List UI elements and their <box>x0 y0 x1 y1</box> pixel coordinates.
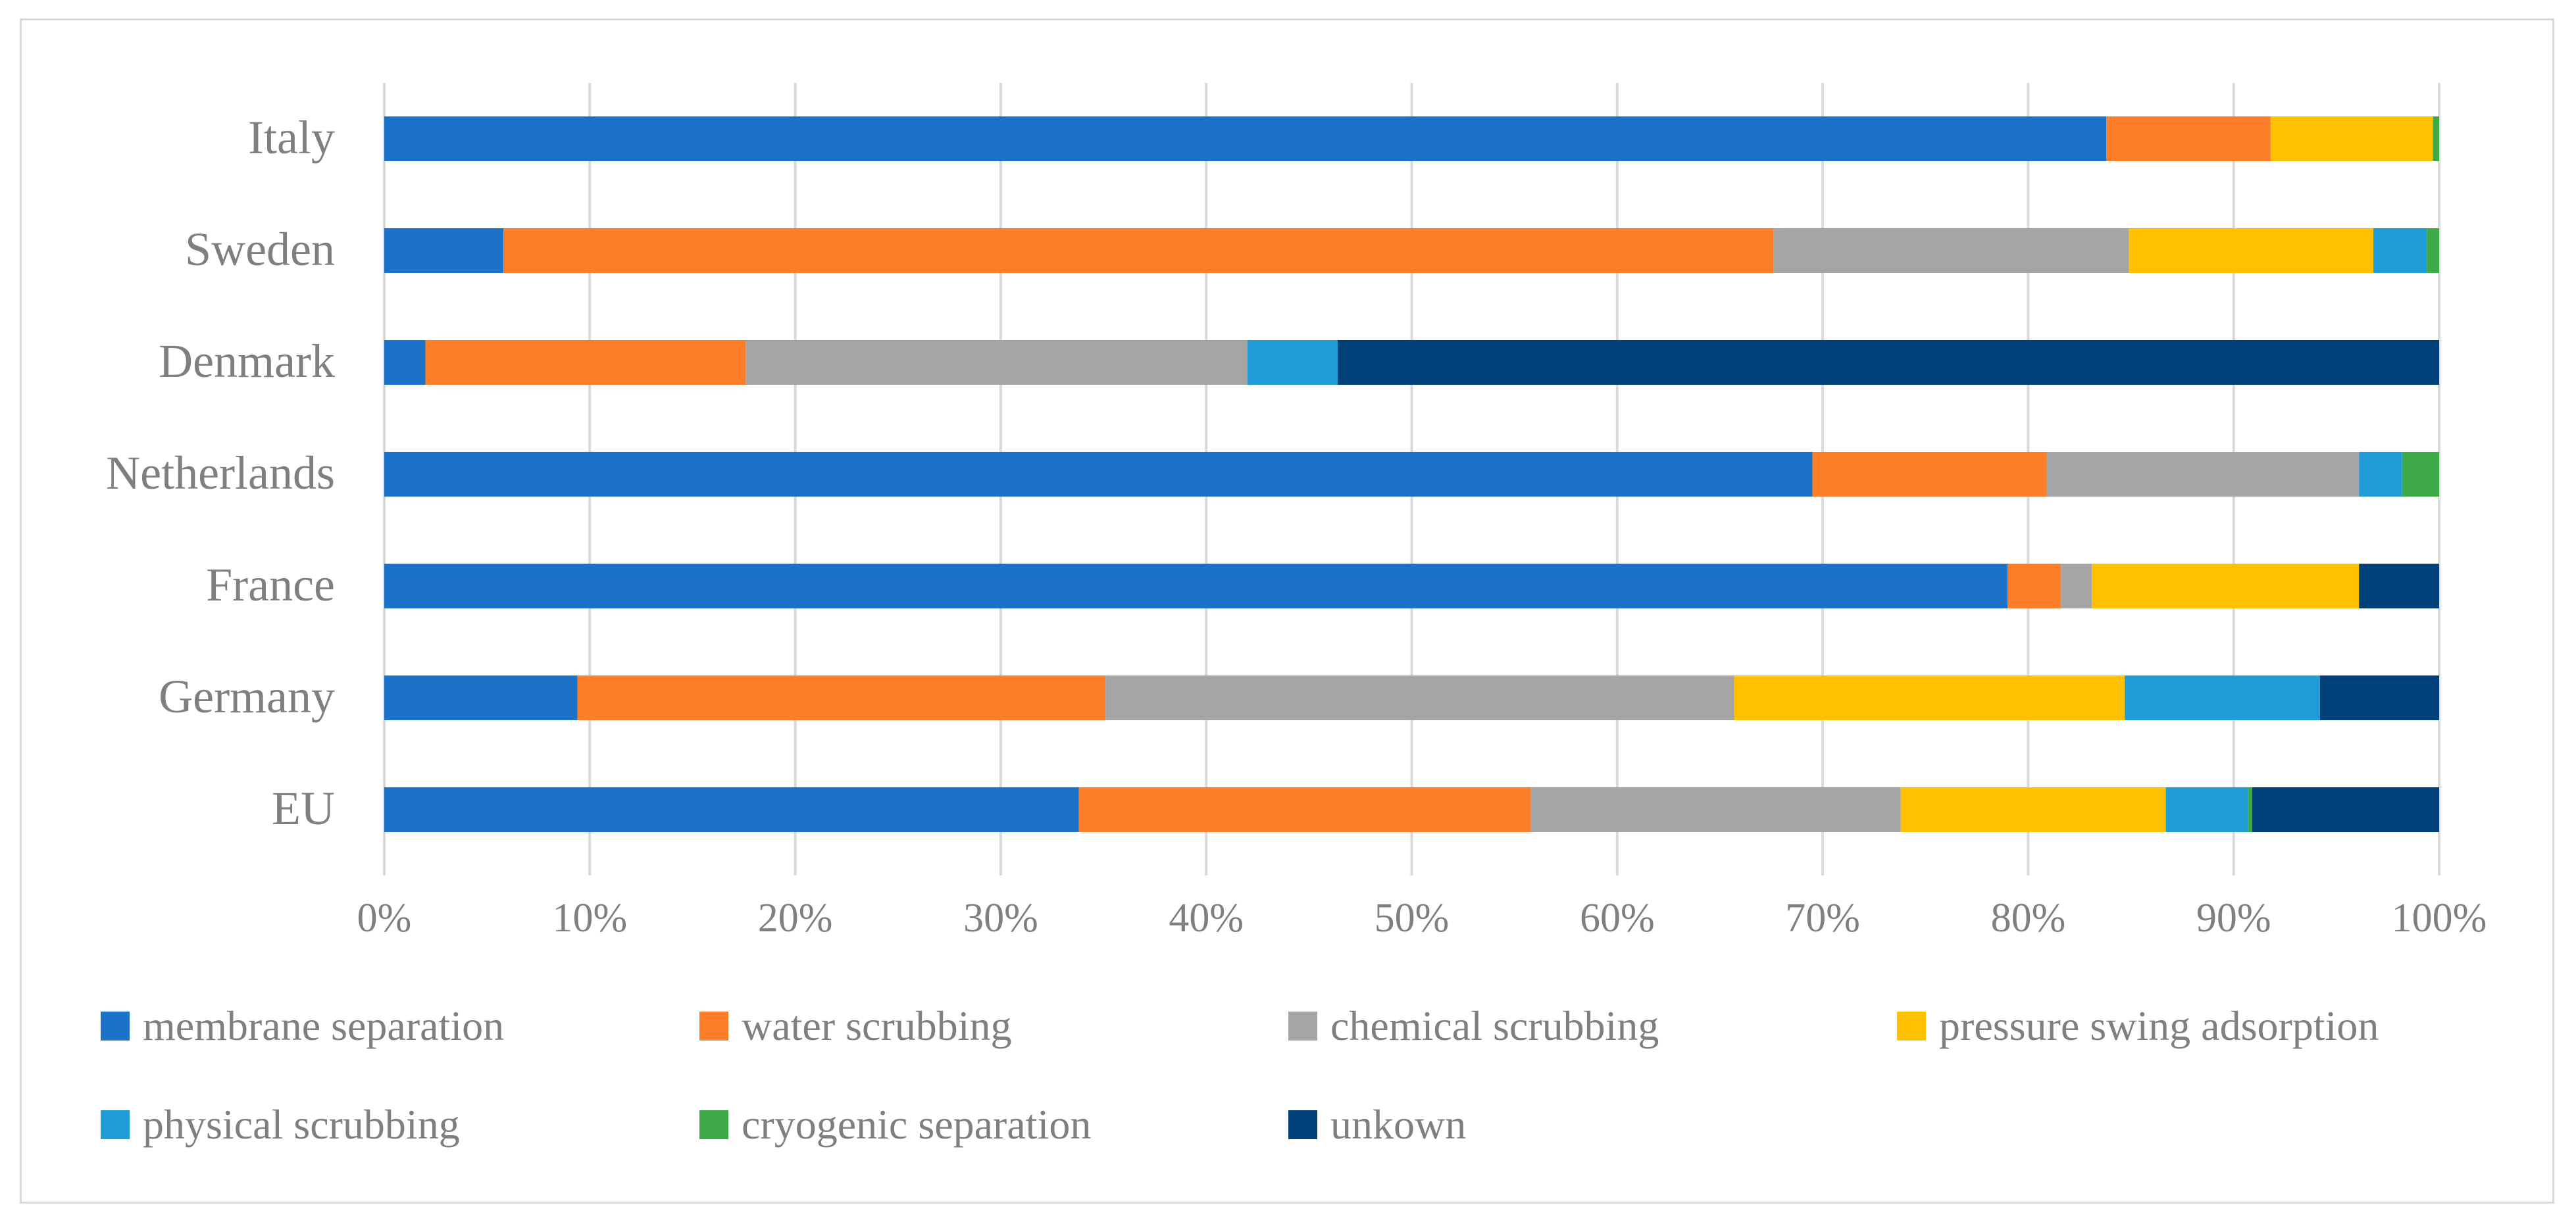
bar-segment <box>1530 787 1901 832</box>
bar-segment <box>745 340 1248 385</box>
bar-segment <box>384 116 2107 161</box>
bar-segment <box>577 675 1106 720</box>
bar-segment <box>384 564 2008 608</box>
legend-swatch <box>699 1012 728 1041</box>
bar-segment <box>2433 116 2439 161</box>
x-tick-label: 70% <box>1785 896 1860 941</box>
bar-segment <box>2129 228 2374 273</box>
legend-item[interactable]: cryogenic separation <box>699 1101 1091 1148</box>
legend-item[interactable]: membrane separation <box>101 1002 504 1049</box>
legend-label: water scrubbing <box>742 1002 1012 1049</box>
category-label: Denmark <box>159 335 335 387</box>
bar-segment <box>2373 228 2427 273</box>
bar-segment <box>1900 787 2166 832</box>
bar-segment <box>2165 787 2248 832</box>
x-tick-label: 10% <box>552 896 627 941</box>
legend-swatch <box>1288 1110 1317 1139</box>
bar-segment <box>1773 228 2129 273</box>
bar-segment <box>384 675 578 720</box>
x-tick-label: 80% <box>1991 896 2066 941</box>
legend-item[interactable]: unkown <box>1288 1101 1466 1148</box>
legend-label: pressure swing adsorption <box>1939 1002 2379 1049</box>
bar-segment <box>2092 564 2360 608</box>
legend-label: membrane separation <box>143 1002 504 1049</box>
x-tick-label: 90% <box>2196 896 2271 941</box>
x-tick-label: 20% <box>758 896 833 941</box>
category-label: France <box>206 558 335 611</box>
bar-segment <box>2427 228 2439 273</box>
bar-segment <box>1247 340 1338 385</box>
bar-segment <box>2402 452 2439 497</box>
category-label: Germany <box>159 670 335 723</box>
bar-segment <box>503 228 1774 273</box>
category-label: Netherlands <box>106 447 335 499</box>
legend-swatch <box>699 1110 728 1139</box>
bar-segment <box>2106 116 2271 161</box>
category-label: Italy <box>248 111 335 164</box>
bar-segment <box>2008 564 2061 608</box>
bar-segment <box>2046 452 2360 497</box>
legend[interactable]: membrane separation water scrubbing chemic… <box>101 1002 2379 1148</box>
legend-item[interactable]: pressure swing adsorption <box>1897 1002 2379 1049</box>
legend-swatch <box>1897 1012 1926 1041</box>
x-tick-label: 100% <box>2392 896 2487 941</box>
x-tick-label: 40% <box>1169 896 1244 941</box>
x-tick-label: 30% <box>963 896 1038 941</box>
x-tick-label: 60% <box>1580 896 1655 941</box>
bar-segment <box>2359 452 2402 497</box>
bar-segment <box>2125 675 2320 720</box>
x-tick-label: 0% <box>357 896 412 941</box>
legend-item[interactable]: chemical scrubbing <box>1288 1002 1659 1049</box>
bars <box>384 116 2439 832</box>
bar-segment <box>2319 675 2439 720</box>
legend-swatch <box>101 1110 130 1139</box>
chart-frame: Italy Sweden Denmark Netherlands France Germa… <box>20 18 2554 1204</box>
bar-segment <box>2248 787 2252 832</box>
bar-segment <box>1812 452 2047 497</box>
bar-segment <box>1338 340 2439 385</box>
bar-segment <box>2359 564 2439 608</box>
bar-segment <box>2061 564 2092 608</box>
legend-item[interactable]: water scrubbing <box>699 1002 1012 1049</box>
category-label: Sweden <box>185 223 335 276</box>
bar-segment <box>384 787 1079 832</box>
category-label: EU <box>272 782 335 835</box>
legend-label: cryogenic separation <box>742 1101 1091 1148</box>
bar-segment <box>1734 675 2125 720</box>
bar-segment <box>425 340 746 385</box>
bar-segment <box>384 228 504 273</box>
legend-swatch <box>101 1012 130 1041</box>
x-tick-label: 50% <box>1375 896 1450 941</box>
bar-segment <box>384 452 1813 497</box>
stacked-bar-chart: Italy Sweden Denmark Netherlands France Germa… <box>101 83 2487 1148</box>
legend-label: physical scrubbing <box>143 1101 460 1148</box>
legend-label: unkown <box>1330 1101 1466 1148</box>
category-labels: Italy Sweden Denmark Netherlands France Germa… <box>106 111 335 835</box>
bar-segment <box>2270 116 2433 161</box>
bar-segment <box>384 340 426 385</box>
bar-segment <box>1105 675 1734 720</box>
legend-swatch <box>1288 1012 1317 1041</box>
bar-segment <box>2252 787 2439 832</box>
legend-item[interactable]: physical scrubbing <box>101 1101 460 1148</box>
legend-label: chemical scrubbing <box>1330 1002 1659 1049</box>
x-axis-ticks: 0% 10% 20% 30% 40% 50% 60% 70% 80% 90% 100% <box>357 896 2487 941</box>
bar-segment <box>1078 787 1531 832</box>
